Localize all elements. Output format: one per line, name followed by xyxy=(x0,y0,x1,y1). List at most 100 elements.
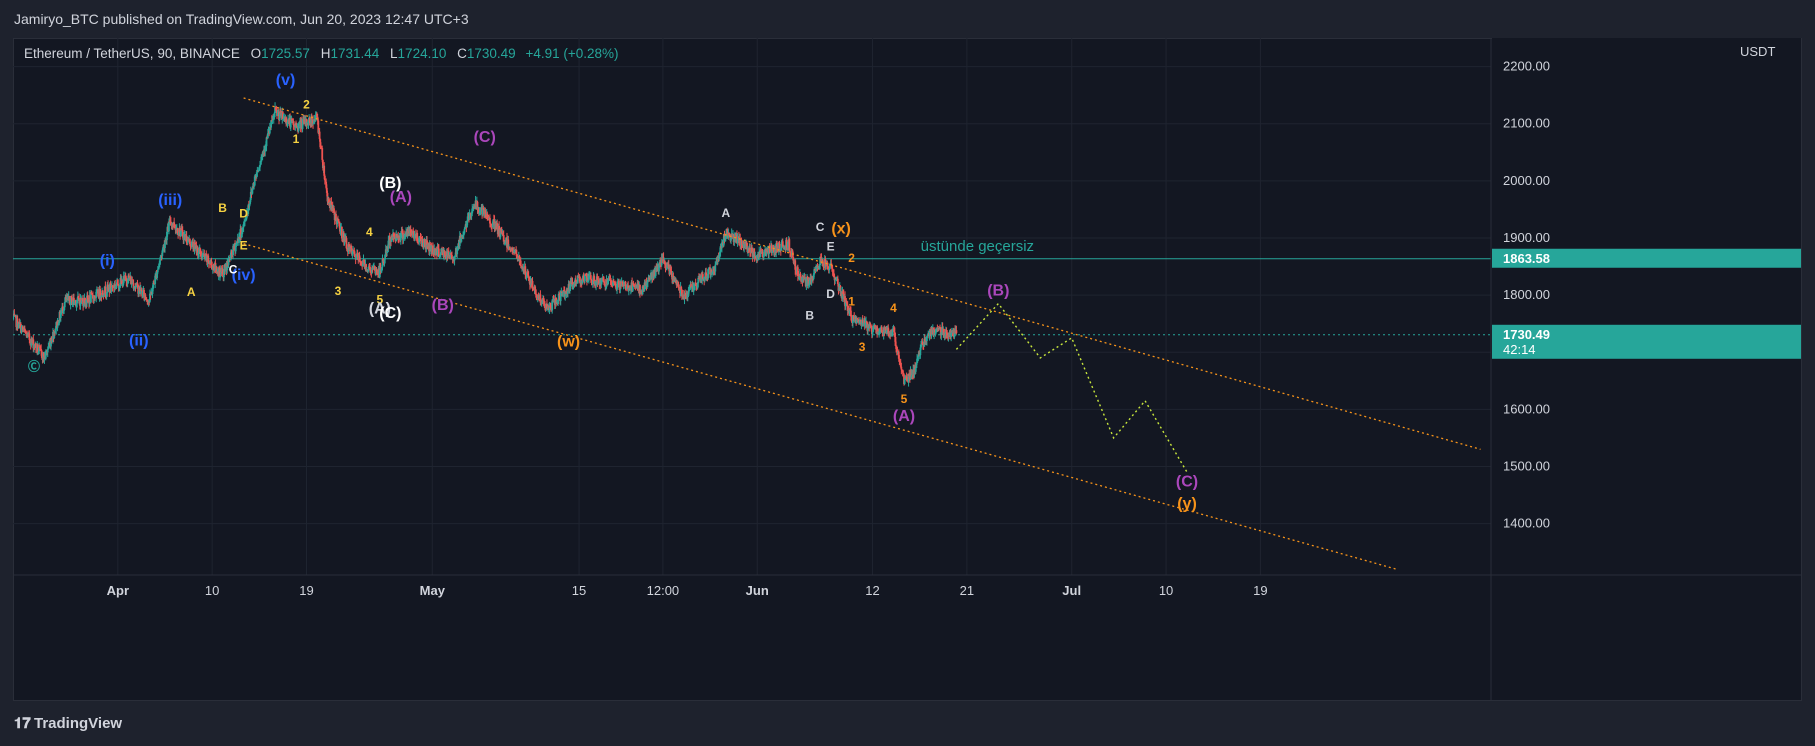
candle-body xyxy=(366,269,369,271)
candle-body xyxy=(168,222,170,232)
candle-body xyxy=(219,268,222,277)
candle-body xyxy=(498,225,501,237)
candle-body xyxy=(693,285,696,287)
wave-label: (v) xyxy=(276,72,296,89)
candle-body xyxy=(897,351,900,359)
candle-body xyxy=(633,285,635,287)
candle-body xyxy=(236,241,238,243)
candle-body xyxy=(869,325,871,329)
candle-body xyxy=(188,238,191,245)
candle-body xyxy=(898,358,901,362)
candle-body xyxy=(834,277,837,280)
candle-body xyxy=(137,285,140,294)
candle-body xyxy=(325,181,328,188)
candle-body xyxy=(823,267,825,269)
candle-body xyxy=(534,289,537,295)
price-axis[interactable]: 2200.002100.002000.001900.001800.001700.… xyxy=(1490,38,1801,701)
candle-body xyxy=(548,306,551,310)
candle-body xyxy=(183,234,185,240)
candle-body xyxy=(633,286,636,288)
candle-body xyxy=(70,296,73,298)
wave-label: (iv) xyxy=(232,267,256,284)
candle-body xyxy=(407,228,409,232)
candle-body xyxy=(802,276,805,278)
candle-body xyxy=(945,329,948,334)
candle-body xyxy=(740,239,743,246)
candle-body xyxy=(106,284,109,293)
candle-body xyxy=(487,219,490,221)
symbol-title[interactable]: Ethereum / TetherUS, 90, BINANCE xyxy=(24,46,240,61)
candle-body xyxy=(627,285,630,291)
publish-bar: Jamiryo_BTC published on TradingView.com… xyxy=(0,0,1815,38)
candle-body xyxy=(828,268,831,270)
candle-body xyxy=(674,277,677,282)
candle-body xyxy=(727,232,730,238)
candle-body xyxy=(610,280,613,286)
candle-body xyxy=(127,275,130,284)
candle-body xyxy=(53,331,56,338)
candle-body xyxy=(359,261,362,264)
candle-body xyxy=(380,267,383,270)
candle-body xyxy=(251,189,254,194)
candle-body xyxy=(539,294,542,303)
candle-body xyxy=(799,273,802,278)
candle-body xyxy=(348,244,350,248)
candle-body xyxy=(794,260,797,270)
candle-body xyxy=(765,249,768,256)
wave-label: 1 xyxy=(848,294,855,308)
candle-body xyxy=(76,300,79,303)
candle-body xyxy=(276,112,279,116)
candle-body xyxy=(572,284,575,290)
candle-body xyxy=(819,256,822,265)
wave-label: D xyxy=(826,287,835,301)
candle-body xyxy=(781,241,784,247)
candle-body xyxy=(924,338,926,342)
candle-body xyxy=(718,251,721,256)
candle-body xyxy=(953,330,956,338)
candle-body xyxy=(181,230,184,237)
candle-body xyxy=(62,310,65,313)
candle-body xyxy=(821,259,824,264)
candle-body xyxy=(162,247,164,251)
candle-body xyxy=(673,280,675,282)
candle-body xyxy=(719,246,722,252)
tradingview-logo[interactable]: 𝟏𝟕 TradingView xyxy=(14,715,122,732)
candle-body xyxy=(379,267,382,271)
channel-lines[interactable] xyxy=(243,97,1481,570)
candle-body xyxy=(240,234,243,238)
candle-body xyxy=(313,119,316,124)
candle-body xyxy=(63,307,66,311)
candle-body xyxy=(879,328,882,331)
candle-body xyxy=(456,247,459,255)
candle-body xyxy=(612,280,615,286)
candle-body xyxy=(528,277,531,280)
price-chart[interactable]: üstünde geçersiz Ⓒ (i) (ii) (iii) (iv) (v) A B C… xyxy=(13,38,1802,701)
price-tick-label: 1800.00 xyxy=(1503,287,1550,302)
time-axis[interactable]: Apr 10 19 May 15 12:00 Jun 12 21 Jul 10 19 xyxy=(13,574,1802,598)
candle-body xyxy=(298,121,301,124)
candle-body xyxy=(156,272,159,278)
candle-body xyxy=(511,247,514,251)
candle-body xyxy=(482,207,485,210)
candle-body xyxy=(595,281,597,286)
candle-body xyxy=(520,265,523,269)
candle-body xyxy=(270,120,273,122)
candle-body xyxy=(223,268,225,278)
candle-body xyxy=(871,331,874,334)
candle-body xyxy=(872,325,875,332)
candle-body xyxy=(426,240,428,245)
candle-body xyxy=(910,373,913,377)
candle-body xyxy=(584,274,587,276)
wave-label: 3 xyxy=(335,284,342,298)
candle-body xyxy=(517,259,520,261)
candle-body xyxy=(351,251,354,255)
ohlc-legend: Ethereum / TetherUS, 90, BINANCE O1725.5… xyxy=(24,46,619,61)
candle-body xyxy=(399,233,402,241)
candle-body xyxy=(818,264,821,269)
price-tick-label: 1400.00 xyxy=(1503,516,1550,531)
candle-body xyxy=(878,331,880,335)
candle-body xyxy=(314,115,317,121)
candle-body xyxy=(17,327,20,329)
candle-body xyxy=(61,306,64,313)
time-tick-label: 10 xyxy=(205,583,219,598)
